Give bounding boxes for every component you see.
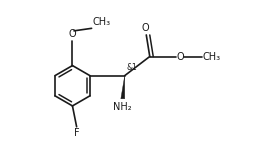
Text: CH₃: CH₃ xyxy=(93,17,111,27)
Text: O: O xyxy=(177,51,184,61)
Text: CH₃: CH₃ xyxy=(203,51,221,61)
Polygon shape xyxy=(121,76,125,99)
Text: NH₂: NH₂ xyxy=(114,102,132,112)
Text: F: F xyxy=(74,128,79,138)
Text: O: O xyxy=(69,29,76,39)
Text: O: O xyxy=(141,23,149,33)
Text: &1: &1 xyxy=(127,63,137,72)
